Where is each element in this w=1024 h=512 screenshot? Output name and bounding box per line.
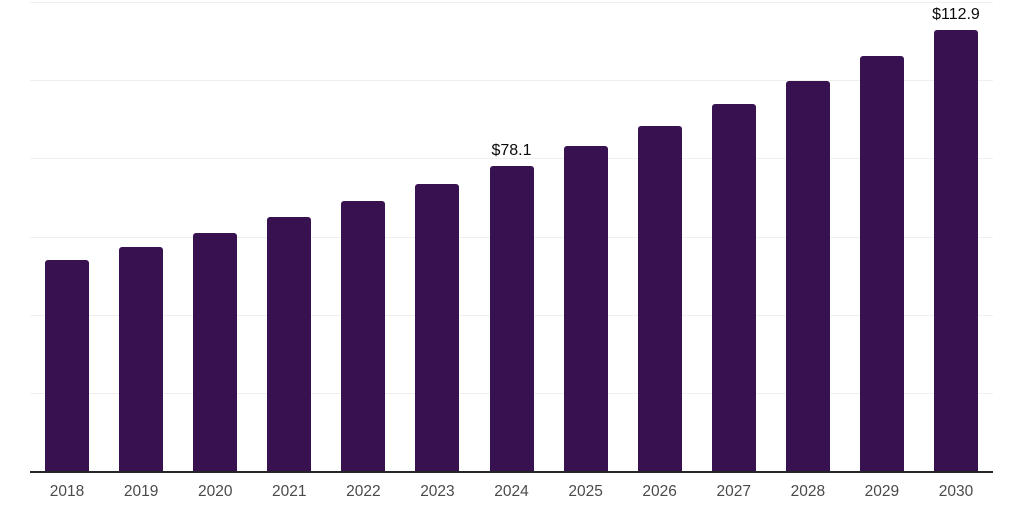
bar-2018 (45, 259, 90, 471)
bar-2023 (415, 183, 460, 471)
data-label-2030: $112.9 (932, 5, 980, 23)
x-tick-2020: 2020 (197, 483, 233, 500)
plot-area: $78.1 $112.9 (30, 2, 993, 473)
bar-2019 (119, 246, 164, 471)
x-tick-2027: 2027 (716, 483, 751, 500)
data-label-2024: $78.1 (491, 141, 532, 159)
x-tick-2030: 2030 (938, 483, 974, 500)
bar-2028 (785, 80, 830, 471)
x-tick-2021: 2021 (272, 483, 307, 500)
x-tick-2023: 2023 (420, 483, 455, 500)
bar-2029 (859, 55, 904, 471)
bar-2030 (933, 29, 978, 471)
x-tick-2025: 2025 (568, 483, 603, 500)
bar-2020 (193, 232, 238, 471)
x-axis-line (30, 471, 993, 473)
bar-2025 (563, 146, 608, 471)
x-tick-2029: 2029 (864, 483, 900, 500)
x-tick-2018: 2018 (49, 483, 85, 500)
bar-2024 (489, 165, 534, 471)
x-axis-tick-labels: 2018 2019 2020 2021 2022 2023 2024 2025 2026 2027… (30, 484, 993, 500)
gridline-120 (30, 2, 993, 3)
x-tick-2028: 2028 (790, 483, 826, 500)
bar-2021 (267, 216, 312, 471)
x-tick-2019: 2019 (123, 483, 159, 500)
gridline-80 (30, 158, 993, 160)
bar-2026 (637, 125, 682, 471)
bar-2027 (711, 104, 756, 471)
x-tick-2022: 2022 (346, 483, 381, 500)
x-tick-2026: 2026 (642, 483, 677, 500)
x-tick-2024: 2024 (494, 483, 529, 500)
gridline-100 (30, 80, 993, 82)
bar-2022 (341, 200, 386, 471)
